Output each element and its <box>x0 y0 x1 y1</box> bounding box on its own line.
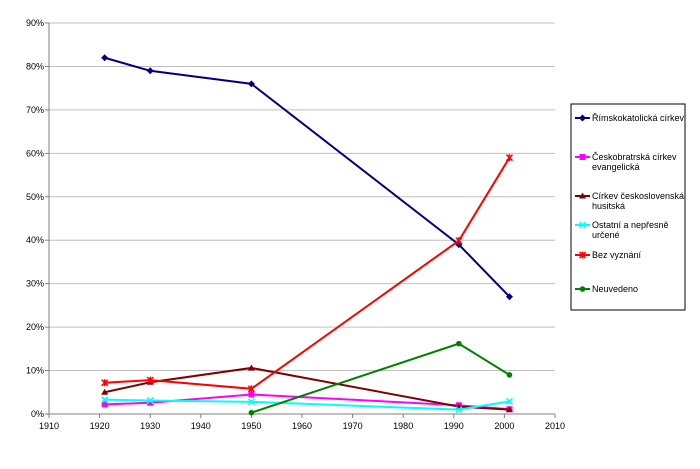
x-tick-label: 2010 <box>545 421 565 431</box>
data-point <box>505 293 513 301</box>
data-point <box>247 398 255 406</box>
data-point <box>146 397 154 405</box>
x-tick-label: 1910 <box>39 421 59 431</box>
x-tick-label: 1990 <box>444 421 464 431</box>
legend-label: Římskokatolická církev <box>592 113 685 123</box>
data-point <box>505 406 513 413</box>
x-tick-label: 1950 <box>241 421 261 431</box>
y-axis-tick-labels: 0% 10% 20% 30% 40% 50% 60% 70% 80% 90% <box>26 18 44 419</box>
legend-marker <box>579 114 586 122</box>
series-3 <box>101 396 513 414</box>
series-line <box>104 56 511 298</box>
data-point <box>455 237 463 245</box>
legend-marker <box>579 154 586 160</box>
legend-box <box>570 103 686 311</box>
x-tick-label: 1930 <box>140 421 160 431</box>
data-point <box>101 54 109 62</box>
data-point <box>455 406 463 414</box>
legend-label: určené <box>592 230 620 240</box>
data-point <box>247 80 255 88</box>
marker-stroke <box>578 221 587 229</box>
x-tick-label: 1970 <box>343 421 363 431</box>
legend-label: Ostatní a nepřesně <box>592 220 669 230</box>
data-point <box>101 401 108 408</box>
legend-item-0: Římskokatolická církev <box>575 113 685 123</box>
y-tick-label: 0% <box>31 409 44 419</box>
legend-label: Bez vyznání <box>592 250 642 260</box>
y-tick-label: 40% <box>26 235 44 245</box>
legend-marker <box>578 221 587 229</box>
data-point <box>248 391 255 398</box>
marker-stroke <box>146 397 154 405</box>
x-tick-label: 1940 <box>191 421 211 431</box>
x-tick-label: 1960 <box>292 421 312 431</box>
data-point <box>505 154 513 162</box>
y-tick-label: 80% <box>26 61 44 71</box>
data-point <box>247 364 255 371</box>
marker-stroke <box>101 396 109 404</box>
data-point <box>101 396 109 404</box>
legend-marker <box>579 192 586 199</box>
legend-label: Neuvedeno <box>592 284 638 294</box>
legend-item-5: Neuvedeno <box>575 284 638 294</box>
legend-label: evangelická <box>592 162 640 172</box>
y-tick-label: 90% <box>26 18 44 28</box>
data-point <box>147 399 154 406</box>
x-tick-label: 2000 <box>494 421 514 431</box>
legend-item-4: Bez vyznání <box>575 250 642 260</box>
series-2 <box>101 364 513 413</box>
x-axis-tick-labels: 1910 1920 1930 1940 1950 1960 1970 1980 1990 2000… <box>39 421 565 431</box>
data-point <box>456 340 462 347</box>
plot-series <box>101 54 513 416</box>
legend: Římskokatolická církev Českobratrská círk… <box>570 103 686 311</box>
legend-label: Českobratrská církev <box>592 152 677 162</box>
marker-stroke <box>455 406 463 414</box>
data-point <box>248 409 255 416</box>
series-line <box>104 393 510 411</box>
legend-label: husitská <box>592 201 625 211</box>
axes <box>45 22 556 418</box>
series-5 <box>248 340 513 416</box>
series-0 <box>101 54 513 301</box>
y-tick-label: 70% <box>26 105 44 115</box>
marker-stroke <box>247 398 255 406</box>
legend-marker <box>579 286 586 292</box>
data-point <box>146 376 154 384</box>
legend-marker <box>578 251 587 259</box>
data-point <box>505 397 513 405</box>
marker-stroke <box>505 397 513 405</box>
y-tick-label: 30% <box>26 279 44 289</box>
data-point <box>101 388 109 395</box>
x-tick-label: 1920 <box>90 421 110 431</box>
legend-label: Církev československá <box>592 191 684 201</box>
x-tick-label: 1980 <box>393 421 413 431</box>
gridlines <box>49 22 555 372</box>
data-point <box>146 67 154 75</box>
data-point <box>506 372 513 378</box>
series-4 <box>101 154 513 393</box>
y-tick-label: 60% <box>26 148 44 158</box>
y-tick-label: 50% <box>26 192 44 202</box>
data-point <box>247 385 255 393</box>
series-line <box>104 157 511 390</box>
y-tick-label: 20% <box>26 322 44 332</box>
data-point <box>101 379 109 387</box>
y-tick-label: 10% <box>26 366 44 376</box>
